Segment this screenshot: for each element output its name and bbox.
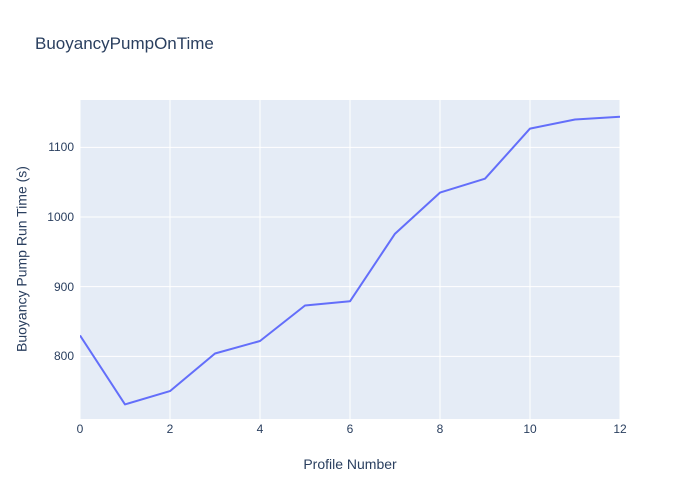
line-chart-svg (80, 100, 620, 419)
data-series-line[interactable] (80, 115, 620, 406)
x-tick-label: 0 (76, 422, 84, 436)
x-axis-title: Profile Number (303, 456, 397, 472)
x-tick-label: 2 (166, 422, 174, 436)
y-tick-label: 1000 (47, 210, 74, 224)
y-tick-label: 800 (53, 349, 74, 364)
chart-title: BuoyancyPumpOnTime (35, 34, 214, 53)
x-tick-label: 8 (436, 422, 444, 436)
x-tick-label: 12 (613, 422, 627, 436)
x-tick-label: 10 (523, 422, 537, 436)
y-axis-title: Buoyancy Pump Run Time (s) (13, 166, 30, 352)
x-tick-label: 6 (346, 422, 354, 436)
y-tick-label: 900 (53, 279, 74, 294)
y-tick-label: 1100 (48, 140, 74, 155)
x-tick-label: 4 (256, 422, 264, 436)
plot-area[interactable] (80, 100, 620, 419)
